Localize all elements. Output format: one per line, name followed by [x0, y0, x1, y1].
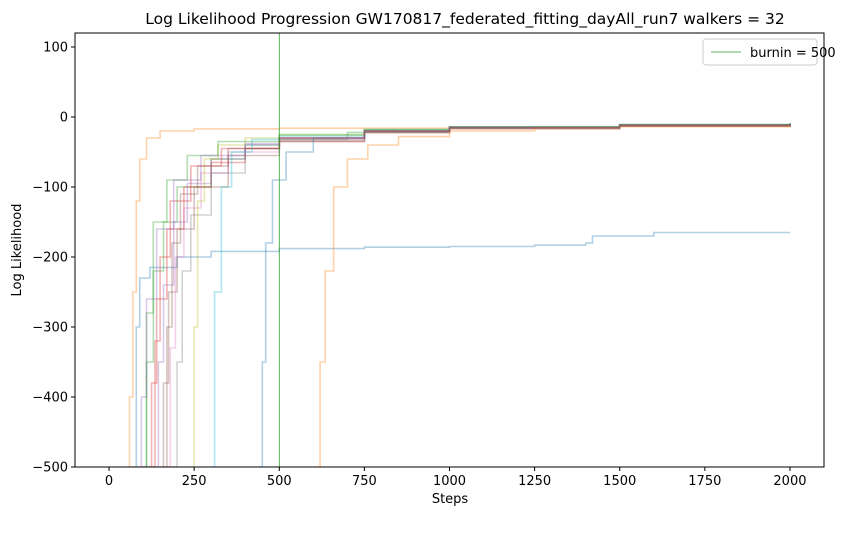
chart-title: Log Likelihood Progression GW170817_fede…	[145, 10, 784, 29]
walker-series-line	[143, 123, 791, 467]
y-tick-label: −100	[32, 181, 68, 196]
walker-series-line	[173, 124, 791, 467]
y-tick-label: 100	[43, 41, 68, 56]
walker-series-line	[141, 124, 791, 467]
walker-series-line	[166, 123, 791, 467]
x-tick-label: 250	[182, 474, 207, 489]
walker-series-line	[190, 123, 791, 467]
walker-series-line	[163, 124, 791, 467]
x-tick-label: 1000	[433, 474, 466, 489]
y-axis-title: Log Likelihood	[10, 204, 25, 297]
walker-series-line	[316, 124, 791, 467]
x-tick-label: 0	[105, 474, 113, 489]
walker-series-line	[132, 231, 790, 467]
x-tick-label: 500	[267, 474, 292, 489]
x-tick-label: 1250	[518, 474, 551, 489]
walker-series-line	[146, 124, 791, 467]
x-tick-label: 750	[352, 474, 377, 489]
y-tick-label: −400	[32, 391, 68, 406]
x-axis-title: Steps	[432, 492, 469, 507]
legend-box	[702, 38, 818, 66]
walker-series-line	[149, 124, 791, 467]
x-tick-label: 1750	[688, 474, 721, 489]
walker-series-line	[160, 124, 791, 467]
legend-burnin-label: burnin = 500	[750, 46, 836, 61]
y-tick-label: −200	[32, 251, 68, 266]
x-axis-ticks: 0 250 500 750 1000 1250 1500 1750 2000	[105, 467, 807, 489]
legend: burnin = 500	[702, 38, 836, 66]
walker-series-line	[153, 124, 791, 467]
x-tick-label: 2000	[773, 474, 806, 489]
walker-series-line	[138, 124, 791, 467]
y-tick-label: 0	[60, 111, 68, 126]
walker-series-line	[126, 126, 791, 467]
x-tick-label: 1500	[603, 474, 636, 489]
y-tick-label: −500	[32, 461, 68, 476]
walker-series-line	[258, 123, 791, 467]
y-tick-label: −300	[32, 321, 68, 336]
y-axis-ticks: 100 0 −100 −200 −300 −400 −500	[32, 41, 75, 476]
